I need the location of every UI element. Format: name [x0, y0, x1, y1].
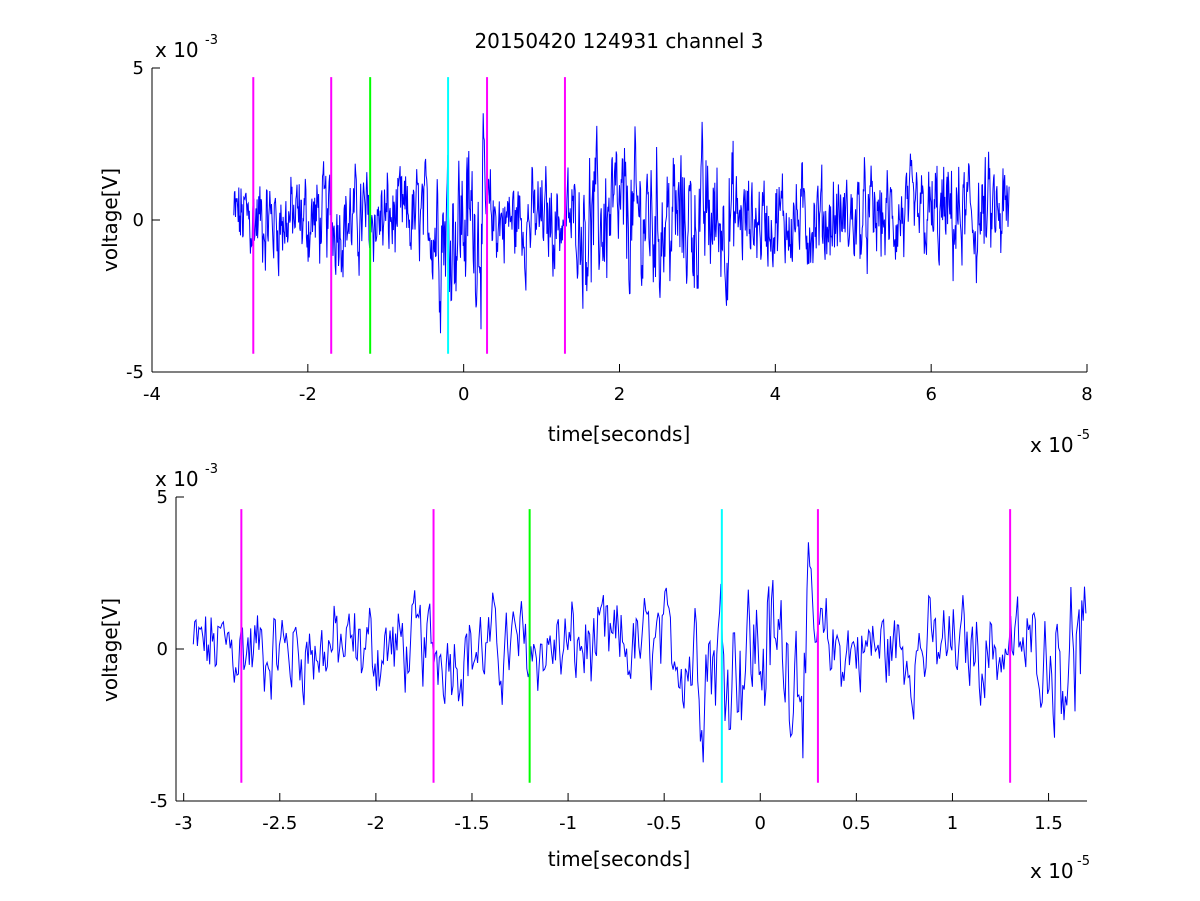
top-x-multiplier: x 10: [1030, 433, 1074, 457]
x-tick-label: -2: [299, 384, 317, 405]
bottom-y-ticks: -5 0 5: [150, 487, 184, 812]
signal-series-line: [192, 542, 1087, 763]
top-x-axis-label: time[seconds]: [548, 422, 691, 446]
bottom-y-multiplier-exponent: -3: [205, 462, 218, 477]
bottom-y-axis-label: voltage[V]: [98, 598, 122, 702]
bottom-y-multiplier: x 10: [155, 467, 199, 491]
x-tick-label: 8: [1081, 384, 1092, 405]
x-tick-label: -2.5: [262, 813, 297, 834]
x-tick-label: 0: [458, 384, 469, 405]
x-tick-label: -1: [559, 813, 577, 834]
top-markers-group: [252, 77, 566, 354]
bottom-x-ticks: -3 -2.5 -2 -1.5 -1 -0.5 0 0.5 1 1.5: [175, 793, 1063, 834]
x-tick-label: -2: [367, 813, 385, 834]
top-x-multiplier-exponent: -5: [1077, 428, 1090, 443]
x-tick-label: -1.5: [454, 813, 489, 834]
top-signal-group: [233, 113, 1010, 334]
chart-title: 20150420 124931 channel 3: [474, 29, 763, 53]
x-tick-label: 0.5: [842, 813, 871, 834]
y-tick-label: 5: [157, 487, 168, 508]
signal-series-line: [233, 113, 1010, 334]
bottom-x-multiplier: x 10: [1030, 859, 1074, 883]
y-tick-label: -5: [150, 791, 168, 812]
x-tick-label: 6: [925, 384, 936, 405]
x-tick-label: 0: [755, 813, 766, 834]
x-tick-label: -0.5: [647, 813, 682, 834]
top-x-ticks: -4 -2 0 2 4 6 8: [143, 364, 1093, 405]
bottom-x-multiplier-exponent: -5: [1077, 854, 1090, 869]
top-y-multiplier: x 10: [155, 38, 199, 62]
x-tick-label: 4: [770, 384, 781, 405]
top-y-axis-label: voltage[V]: [98, 168, 122, 272]
x-tick-label: 1.5: [1034, 813, 1063, 834]
top-y-multiplier-exponent: -3: [205, 33, 218, 48]
y-tick-label: 0: [133, 210, 144, 231]
bottom-signal-group: [192, 542, 1087, 763]
x-tick-label: -3: [175, 813, 193, 834]
x-tick-label: 1: [947, 813, 958, 834]
x-tick-label: 2: [614, 384, 625, 405]
y-tick-label: 5: [133, 58, 144, 79]
bottom-x-axis-label: time[seconds]: [548, 847, 691, 871]
bottom-axes-frame: [175, 497, 1087, 802]
y-tick-label: -5: [126, 362, 144, 383]
y-tick-label: 0: [157, 639, 168, 660]
bottom-plot: -3 -2.5 -2 -1.5 -1 -0.5 0 0.5 1 1.5 -5 0 5 time[sec…: [98, 462, 1090, 883]
top-plot: 20150420 124931 channel 3 -4 -2 0 2 4 6 8 -5 0 5…: [98, 29, 1093, 457]
x-tick-label: -4: [143, 384, 161, 405]
top-y-ticks: -5 0 5: [126, 58, 160, 383]
bottom-markers-group: [240, 509, 1012, 783]
